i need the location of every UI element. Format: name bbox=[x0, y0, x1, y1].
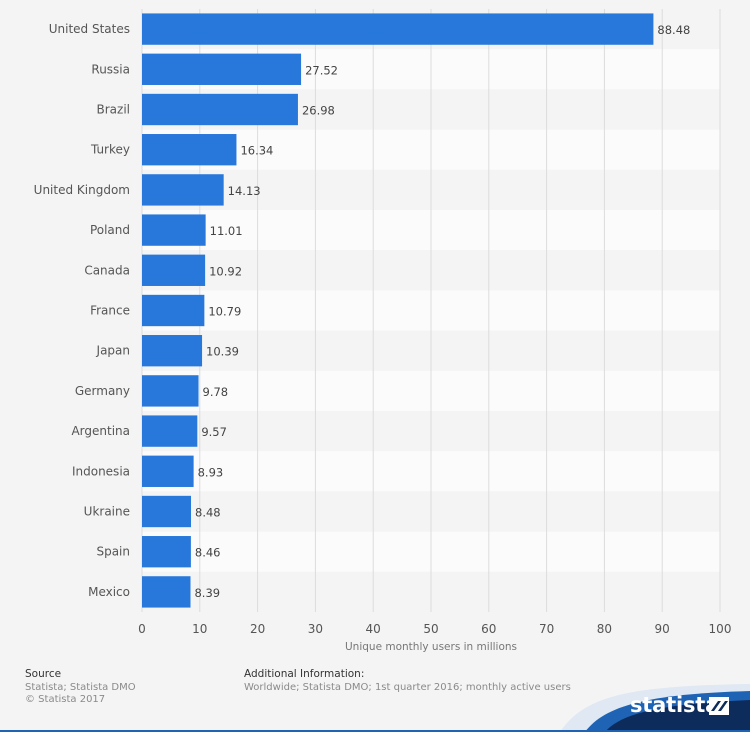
additional-info-text: Worldwide; Statista DMO; 1st quarter 201… bbox=[244, 682, 571, 693]
value-label: 10.92 bbox=[209, 264, 242, 278]
bar[interactable] bbox=[142, 536, 191, 568]
x-tick-label: 30 bbox=[308, 622, 323, 636]
category-label: Mexico bbox=[88, 585, 130, 599]
category-label: Ukraine bbox=[84, 505, 130, 519]
x-axis-title: Unique monthly users in millions bbox=[345, 641, 517, 653]
bar[interactable] bbox=[142, 134, 237, 166]
value-label: 8.46 bbox=[195, 546, 221, 560]
value-label: 9.78 bbox=[203, 385, 229, 399]
category-label: Indonesia bbox=[72, 464, 130, 478]
additional-info-title: Additional Information: bbox=[244, 668, 365, 680]
value-label: 14.13 bbox=[228, 184, 261, 198]
category-label: Spain bbox=[96, 545, 130, 559]
source-line: Statista; Statista DMO bbox=[25, 682, 136, 693]
value-label: 88.48 bbox=[657, 23, 690, 37]
value-label: 8.48 bbox=[195, 506, 221, 520]
additional-info-block: Additional Information: Worldwide; Stati… bbox=[244, 668, 571, 694]
category-label: United States bbox=[49, 22, 130, 36]
category-label: Argentina bbox=[71, 424, 130, 438]
bar[interactable] bbox=[142, 415, 198, 447]
x-tick-label: 90 bbox=[655, 622, 670, 636]
bar[interactable] bbox=[142, 214, 206, 246]
value-label: 10.79 bbox=[208, 305, 241, 319]
statista-logo-icon bbox=[709, 697, 729, 715]
category-label: Brazil bbox=[97, 103, 131, 117]
x-tick-label: 70 bbox=[539, 622, 554, 636]
statista-wordmark[interactable]: statista bbox=[630, 693, 720, 717]
value-label: 11.01 bbox=[210, 224, 243, 238]
category-label: Turkey bbox=[90, 143, 130, 157]
bottom-rule bbox=[0, 730, 750, 732]
x-tick-label: 80 bbox=[597, 622, 612, 636]
value-label: 8.93 bbox=[198, 465, 224, 479]
x-tick-label: 60 bbox=[481, 622, 496, 636]
value-label: 26.98 bbox=[302, 104, 335, 118]
category-label: Russia bbox=[91, 62, 130, 76]
category-label: France bbox=[90, 304, 130, 318]
bar[interactable] bbox=[142, 455, 194, 487]
bar[interactable] bbox=[142, 294, 205, 327]
x-tick-label: 0 bbox=[138, 622, 146, 636]
x-tick-label: 50 bbox=[423, 622, 438, 636]
bar-chart: United States 88.48 Russia 27.52 Brazil 26.98… bbox=[34, 9, 732, 653]
bar[interactable] bbox=[142, 576, 191, 608]
bar[interactable] bbox=[142, 93, 298, 126]
bar[interactable] bbox=[142, 495, 192, 528]
x-tick-label: 20 bbox=[250, 622, 265, 636]
x-tick-label: 40 bbox=[366, 622, 381, 636]
value-label: 8.39 bbox=[194, 586, 220, 600]
category-label: United Kingdom bbox=[34, 183, 130, 197]
value-label: 10.39 bbox=[206, 345, 239, 359]
value-label: 27.52 bbox=[305, 63, 338, 77]
value-label: 16.34 bbox=[240, 144, 273, 158]
copyright-line: © Statista 2017 bbox=[25, 694, 106, 705]
source-block: Source Statista; Statista DMO © Statista… bbox=[25, 668, 136, 706]
category-label: Japan bbox=[96, 344, 130, 358]
chart-svg: United States 88.48 Russia 27.52 Brazil 26.98… bbox=[34, 9, 732, 653]
source-title: Source bbox=[25, 668, 62, 680]
category-label: Canada bbox=[84, 263, 130, 277]
x-tick-label: 100 bbox=[709, 622, 732, 636]
bar[interactable] bbox=[142, 335, 203, 367]
category-label: Germany bbox=[75, 384, 130, 398]
category-label: Poland bbox=[90, 223, 130, 237]
bar[interactable] bbox=[142, 174, 224, 206]
bar[interactable] bbox=[142, 53, 302, 85]
value-label: 9.57 bbox=[201, 425, 227, 439]
bar[interactable] bbox=[142, 254, 206, 286]
bar[interactable] bbox=[142, 375, 199, 407]
bar[interactable] bbox=[142, 13, 654, 45]
chart-area: United States 88.48 Russia 27.52 Brazil 26.98… bbox=[34, 9, 732, 653]
brand-swoosh bbox=[0, 684, 750, 732]
x-tick-label: 10 bbox=[192, 622, 207, 636]
